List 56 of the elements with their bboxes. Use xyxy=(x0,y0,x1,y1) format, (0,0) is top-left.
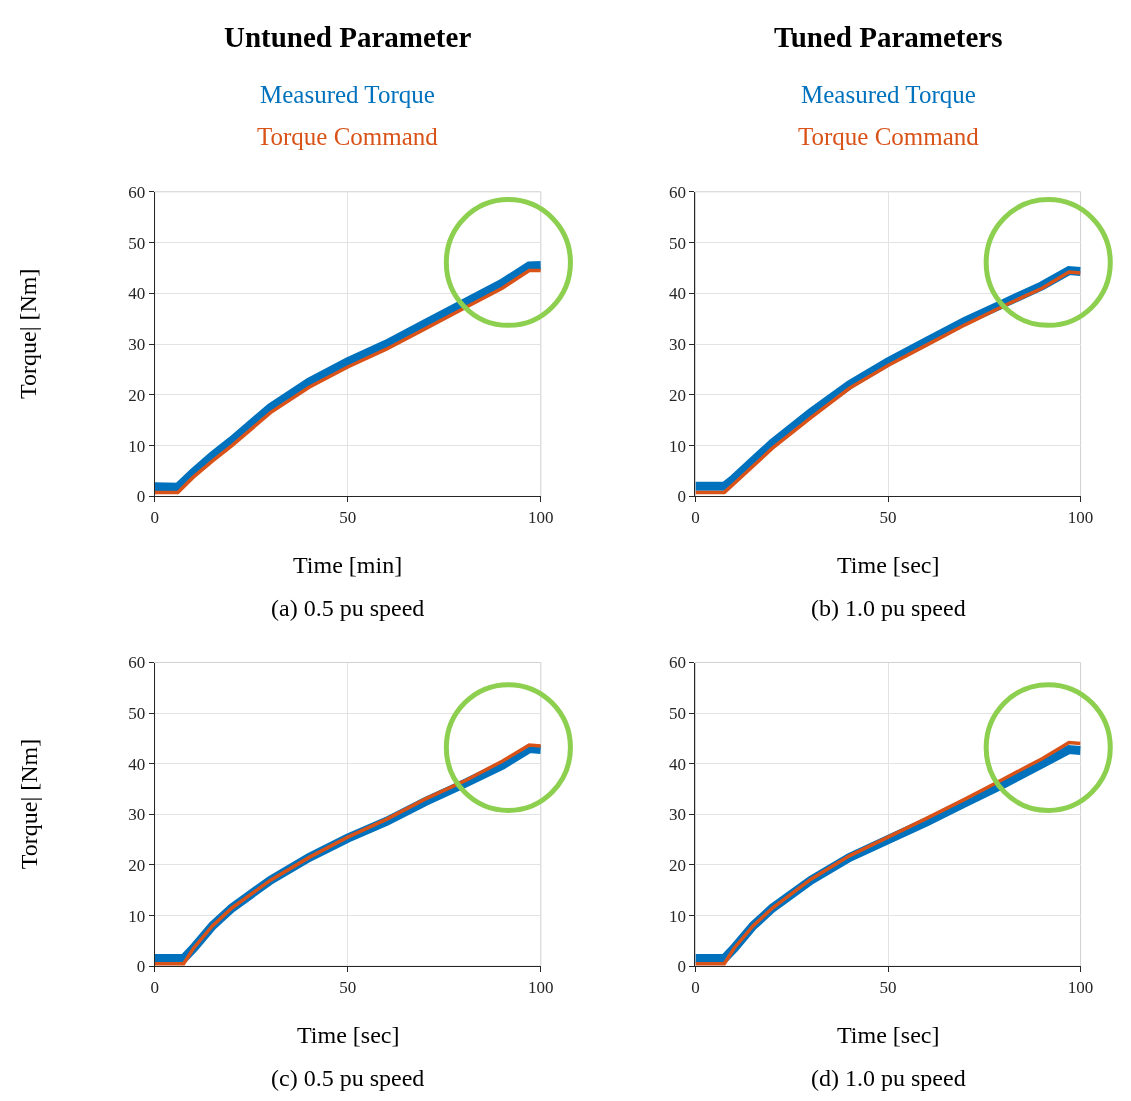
y-tick-label: 30 xyxy=(128,335,146,355)
x-tick-label: 100 xyxy=(1067,507,1094,527)
x-tick-label: 50 xyxy=(879,977,897,997)
y-tick-label: 50 xyxy=(669,233,687,253)
text: (a) 0.5 pu speed xyxy=(271,595,425,621)
y-axis-title: Torque| [Nm] xyxy=(16,738,43,870)
y-tick-label: 30 xyxy=(669,335,687,355)
y-tick-label: 20 xyxy=(128,385,146,405)
x-axis-title: Time [sec] xyxy=(837,552,940,578)
text: (d) 1.0 pu speed xyxy=(811,1065,966,1091)
x-tick-label: 0 xyxy=(150,977,159,997)
y-tick-label: 40 xyxy=(669,754,687,774)
x-tick-label: 100 xyxy=(1067,977,1094,997)
chart-title: Tuned Parameters xyxy=(774,21,1003,53)
y-tick-label: 10 xyxy=(669,906,687,926)
x-tick-label: 0 xyxy=(691,977,700,997)
text: (b) 1.0 pu speed xyxy=(811,595,966,621)
y-tick-label: 10 xyxy=(128,906,146,926)
y-tick-label: 40 xyxy=(128,754,146,774)
text: Torque Command xyxy=(257,123,439,150)
y-tick-label: 40 xyxy=(669,284,687,304)
y-tick-label: 0 xyxy=(677,957,687,977)
x-tick-label: 0 xyxy=(150,507,159,527)
text: Measured Torque xyxy=(260,81,435,108)
x-axis-title: Time [sec] xyxy=(297,1022,400,1048)
y-tick-label: 0 xyxy=(136,487,146,507)
text: Measured Torque xyxy=(801,81,976,108)
x-axis-title: Time [sec] xyxy=(837,1022,940,1048)
y-tick-label: 10 xyxy=(128,436,146,456)
x-tick-label: 100 xyxy=(528,977,554,997)
y-tick-label: 20 xyxy=(128,855,146,875)
x-tick-label: 50 xyxy=(879,507,897,527)
y-tick-label: 50 xyxy=(128,704,146,724)
chart-title: Untuned Parameter xyxy=(224,21,472,53)
y-tick-label: 50 xyxy=(669,704,687,724)
y-tick-label: 0 xyxy=(677,487,687,507)
y-tick-label: 40 xyxy=(128,284,146,304)
y-tick-label: 50 xyxy=(128,233,146,253)
y-tick-label: 10 xyxy=(669,436,687,456)
text: Torque Command xyxy=(798,123,980,150)
y-tick-label: 30 xyxy=(669,805,687,825)
y-tick-label: 60 xyxy=(669,653,687,673)
y-tick-label: 60 xyxy=(128,182,146,202)
y-axis-title: Torque| [Nm] xyxy=(15,268,42,399)
y-tick-label: 60 xyxy=(669,182,687,202)
x-axis-title: Time [min] xyxy=(293,552,403,578)
text: (c) 0.5 pu speed xyxy=(271,1065,425,1091)
y-tick-label: 20 xyxy=(669,385,687,405)
x-tick-label: 0 xyxy=(691,507,700,527)
y-tick-label: 0 xyxy=(136,957,146,977)
y-tick-label: 20 xyxy=(669,855,687,875)
x-tick-label: 50 xyxy=(339,977,357,997)
y-tick-label: 30 xyxy=(128,805,146,825)
y-tick-label: 60 xyxy=(128,653,146,673)
x-tick-label: 50 xyxy=(339,507,357,527)
x-tick-label: 100 xyxy=(528,507,554,527)
